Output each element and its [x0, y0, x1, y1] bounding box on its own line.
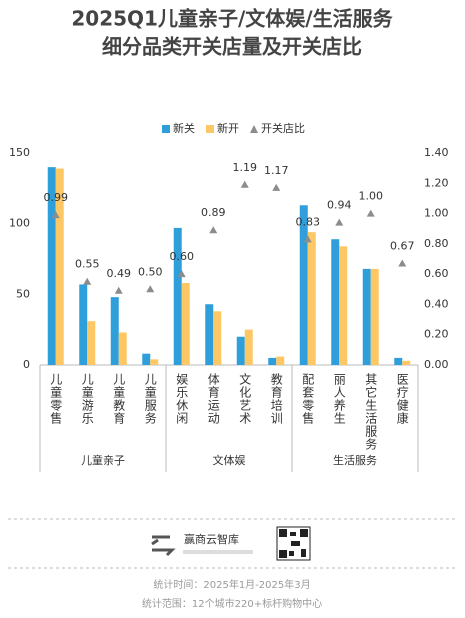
bar: [331, 239, 340, 365]
bar: [47, 167, 56, 365]
x-tick-label: 医疗健康: [395, 373, 409, 425]
data-label: 0.89: [201, 206, 226, 219]
marker: [398, 259, 407, 267]
group-label: 文体娱: [213, 453, 246, 467]
y2-tick-label: 0.80: [424, 237, 449, 250]
data-label: 0.50: [138, 265, 163, 278]
marker: [366, 209, 375, 217]
bar: [370, 268, 379, 365]
legend-label: 开关店比: [261, 121, 305, 135]
y2-tick-label: 0.40: [424, 297, 449, 310]
data-label: 0.49: [107, 267, 132, 280]
group-label: 生活服务: [333, 453, 377, 467]
bar: [110, 297, 119, 365]
bar: [299, 205, 308, 365]
marker: [303, 235, 312, 243]
bar: [118, 332, 127, 365]
data-label: 1.19: [233, 161, 258, 174]
footer-scope: 统计范围：12个城市220+标杆购物中心: [142, 597, 322, 610]
marker: [83, 277, 92, 285]
footer-time: 统计时间：2025年1月-2025年3月: [153, 578, 310, 591]
bar: [276, 356, 285, 365]
data-label: 0.60: [170, 250, 195, 263]
bar: [205, 304, 214, 365]
y2-tick-label: 0.60: [424, 267, 449, 280]
legend-swatch: [206, 125, 214, 133]
chart-title: 细分品类开关店量及开关店比: [102, 35, 362, 59]
x-tick-label: 儿童教育: [112, 373, 126, 425]
bar: [402, 360, 411, 365]
bar: [213, 311, 222, 365]
logo-text: 赢商云智库: [184, 532, 239, 546]
chart-title: 2025Q1儿童亲子/文体娱/生活服务: [71, 7, 393, 31]
data-label: 0.83: [296, 215, 321, 228]
bar: [236, 336, 245, 365]
y-tick-label: 0: [23, 358, 30, 371]
data-label: 1.00: [359, 190, 384, 203]
data-label: 0.55: [75, 258, 100, 271]
legend-label: 新开: [217, 121, 239, 135]
bar: [142, 353, 151, 365]
marker: [114, 286, 123, 294]
x-tick-label: 儿童游乐: [80, 373, 94, 425]
qr-code: [276, 526, 311, 561]
legend-swatch: [162, 125, 170, 133]
x-tick-label: 教育培训: [269, 372, 283, 425]
x-tick-label: 丽人养生: [332, 373, 346, 425]
marker: [335, 218, 344, 226]
bar: [268, 357, 277, 365]
bar: [394, 357, 403, 365]
data-label: 1.17: [264, 164, 289, 177]
x-tick-label: 其它生活服务: [364, 373, 378, 451]
bar: [339, 246, 348, 365]
bar: [362, 268, 371, 365]
bar: [87, 321, 96, 365]
y-tick-label: 50: [16, 287, 30, 300]
y-tick-label: 100: [9, 217, 30, 230]
bar: [79, 284, 88, 365]
bar: [244, 329, 253, 365]
bar: [173, 227, 182, 365]
marker: [272, 183, 281, 191]
data-label: 0.67: [390, 240, 415, 253]
y2-tick-label: 0.20: [424, 328, 449, 341]
x-tick-label: 文化艺术: [238, 372, 252, 425]
x-tick-label: 儿童服务: [143, 373, 157, 425]
y-tick-label: 150: [9, 146, 30, 159]
data-label: 0.94: [327, 199, 352, 212]
marker: [51, 211, 60, 219]
bar: [181, 283, 190, 365]
y2-tick-label: 1.20: [424, 176, 449, 189]
bar: [55, 168, 64, 365]
y2-tick-label: 1.40: [424, 146, 449, 159]
x-tick-label: 娱乐休闲: [175, 373, 189, 425]
legend-swatch: [250, 125, 258, 133]
group-label: 儿童亲子: [81, 453, 125, 467]
logo: 赢商云智库: [151, 532, 253, 557]
y2-tick-label: 1.00: [424, 207, 449, 220]
x-tick-label: 体育运动: [206, 373, 220, 425]
marker: [209, 226, 218, 234]
marker: [240, 180, 249, 188]
bar: [150, 359, 159, 365]
bar: [307, 232, 316, 365]
marker: [177, 270, 186, 278]
marker: [146, 285, 155, 293]
x-tick-label: 配套零售: [301, 373, 315, 425]
legend-label: 新关: [173, 121, 195, 135]
x-tick-label: 儿童零售: [49, 373, 63, 425]
data-label: 0.99: [44, 191, 69, 204]
y2-tick-label: 0.00: [424, 358, 449, 371]
